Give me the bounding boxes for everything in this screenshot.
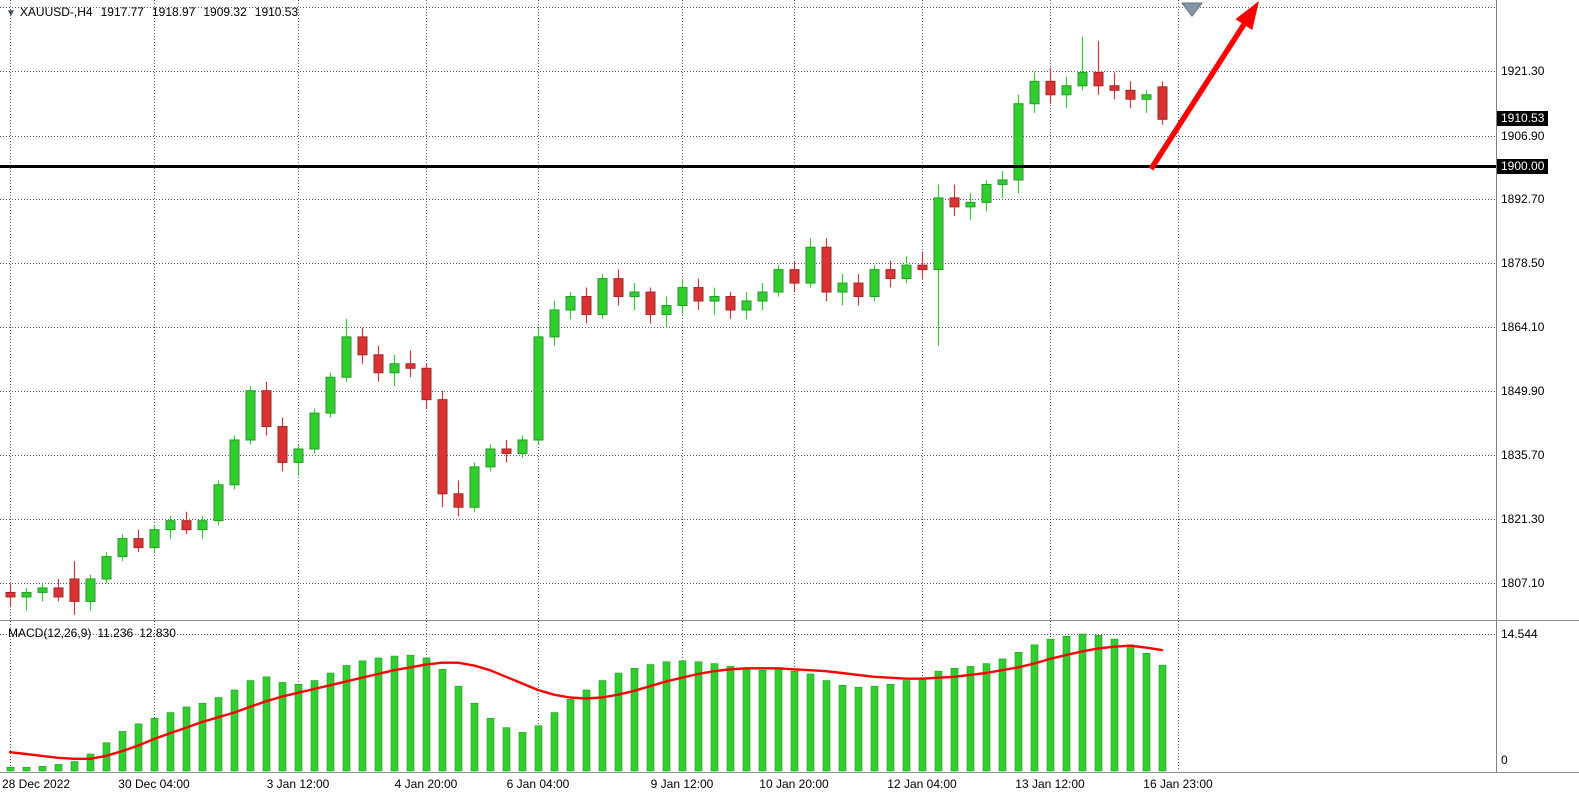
time-label: 30 Dec 04:00 (118, 777, 190, 791)
price-label: 1864.10 (1501, 320, 1545, 335)
time-axis[interactable]: 28 Dec 2022 30 Dec 04:00 3 Jan 12:00 4 Jan … (0, 772, 1579, 804)
time-label: 16 Jan 23:00 (1143, 777, 1213, 791)
ohlc-open: 1917.77 (100, 5, 144, 19)
macd-signal-line (8, 644, 1164, 760)
time-label: 28 Dec 2022 (2, 777, 71, 791)
candlesticks (5, 36, 1168, 615)
price-label: 1906.90 (1501, 128, 1545, 143)
price-label: 1849.90 (1501, 384, 1545, 399)
price-label: 1835.70 (1501, 447, 1545, 462)
chart-ohlc-header: ▼ XAUUSD-,H4 1917.77 1918.97 1909.32 1910.53 (6, 5, 298, 19)
macd-signal-value: 12.830 (139, 626, 176, 640)
time-label: 6 Jan 04:00 (506, 777, 570, 791)
macd-axis-max-label: 14.544 (1501, 627, 1538, 641)
trend-arrow[interactable] (1148, 1, 1259, 171)
price-label: 1821.30 (1501, 512, 1545, 527)
hline-price-tag: 1900.00 (1497, 158, 1549, 174)
macd-title: MACD(12,26,9) (8, 626, 92, 640)
symbol-timeframe-label: XAUUSD-,H4 (19, 5, 93, 19)
symbol-dropdown-icon[interactable]: ▼ (6, 8, 16, 19)
macd-indicator-label: MACD(12,26,9) 11.236 12.830 (8, 626, 182, 640)
grid-lines (0, 0, 1496, 771)
time-label: 10 Jan 20:00 (759, 777, 829, 791)
time-label: 9 Jan 12:00 (650, 777, 714, 791)
time-label: 3 Jan 12:00 (266, 777, 330, 791)
price-label: 1878.50 (1501, 255, 1545, 270)
panel-separator[interactable] (0, 620, 1579, 621)
price-label: 1892.70 (1501, 192, 1545, 207)
price-label: 1921.30 (1501, 64, 1545, 79)
current-price-tag: 1910.53 (1497, 111, 1549, 127)
macd-main-value: 11.236 (97, 626, 134, 640)
time-label: 13 Jan 12:00 (1015, 777, 1085, 791)
ohlc-low: 1909.32 (203, 5, 247, 19)
price-label: 1807.10 (1501, 576, 1545, 590)
triangle-down-marker[interactable] (1180, 2, 1204, 17)
macd-axis-zero-label: 0 (1501, 753, 1508, 767)
ohlc-close: 1910.53 (254, 5, 299, 19)
ohlc-high: 1918.97 (151, 5, 196, 19)
time-label: 4 Jan 20:00 (394, 777, 458, 791)
candlestick-macd-canvas[interactable] (0, 0, 1496, 772)
time-label: 12 Jan 04:00 (887, 777, 957, 791)
price-axis[interactable]: 1921.30 1906.90 1892.70 1878.50 1864.10 1849.… (1496, 0, 1579, 772)
macd-histogram (6, 633, 1167, 772)
